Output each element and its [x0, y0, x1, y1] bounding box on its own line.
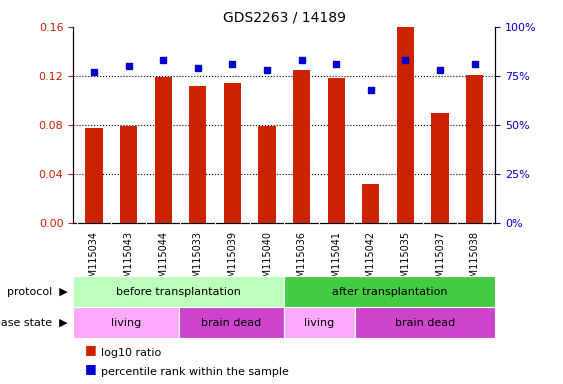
Bar	[86, 129, 102, 223]
Text: ■: ■	[84, 362, 96, 376]
Bar	[120, 126, 137, 223]
Text: living: living	[111, 318, 141, 328]
Text: GSM115035: GSM115035	[400, 231, 410, 290]
Bar	[328, 78, 345, 223]
Text: log10 ratio: log10 ratio	[101, 348, 162, 358]
Text: GSM115040: GSM115040	[262, 231, 272, 290]
Text: ■: ■	[84, 343, 96, 356]
Bar	[355, 307, 495, 338]
Text: living: living	[305, 318, 334, 328]
Text: before transplantation: before transplantation	[117, 287, 241, 297]
Bar	[293, 70, 310, 223]
Text: GSM115042: GSM115042	[366, 231, 376, 290]
Text: GSM115044: GSM115044	[158, 231, 168, 290]
Text: percentile rank within the sample: percentile rank within the sample	[101, 367, 289, 377]
Text: protocol  ▶: protocol ▶	[7, 287, 68, 297]
Bar	[73, 276, 284, 307]
Text: GSM115034: GSM115034	[89, 231, 99, 290]
Bar	[362, 184, 379, 223]
Text: GSM115043: GSM115043	[123, 231, 133, 290]
Text: GSM115033: GSM115033	[193, 231, 203, 290]
Text: brain dead: brain dead	[202, 318, 262, 328]
Bar	[431, 113, 449, 223]
Text: GSM115041: GSM115041	[331, 231, 341, 290]
Title: GDS2263 / 14189: GDS2263 / 14189	[223, 10, 346, 24]
Text: GSM115039: GSM115039	[227, 231, 238, 290]
Bar	[284, 276, 495, 307]
Bar	[258, 126, 276, 223]
Text: GSM115036: GSM115036	[297, 231, 307, 290]
Bar	[189, 86, 207, 223]
Text: disease state  ▶: disease state ▶	[0, 318, 68, 328]
Bar	[154, 77, 172, 223]
Text: brain dead: brain dead	[395, 318, 455, 328]
Bar	[224, 83, 241, 223]
Bar	[179, 307, 284, 338]
Bar	[284, 307, 355, 338]
Text: after transplantation: after transplantation	[332, 287, 448, 297]
Text: GSM115038: GSM115038	[470, 231, 480, 290]
Bar	[466, 74, 483, 223]
Bar	[73, 307, 179, 338]
Text: GSM115037: GSM115037	[435, 231, 445, 290]
Bar	[397, 27, 414, 223]
